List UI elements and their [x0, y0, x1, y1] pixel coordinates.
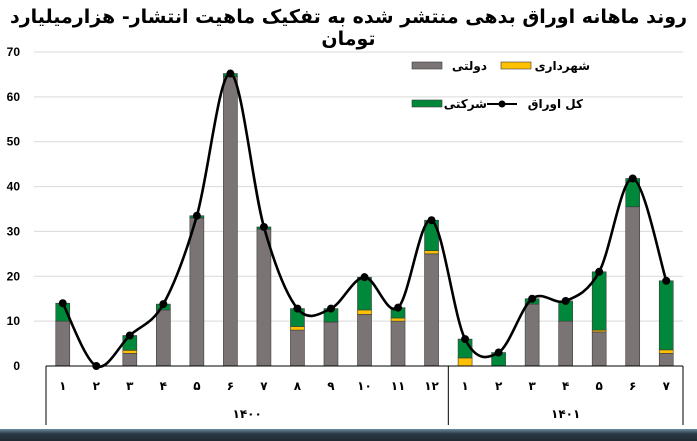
total-line-marker — [360, 273, 369, 282]
window-bottom-bar — [0, 429, 697, 441]
bar-segment-municipal — [357, 309, 372, 315]
bar-segment-municipal — [122, 349, 138, 354]
total-line-marker — [58, 299, 67, 308]
x-tick-label: ۲ — [93, 379, 101, 393]
bar-segment-government — [323, 321, 339, 367]
chart-title: روند ماهانه اوراق بدهی منتشر شده به تفکی… — [9, 6, 688, 50]
bar-segment-government — [55, 320, 71, 367]
legend: شهرداری دولتی کل اوراق شرکتی — [411, 59, 590, 112]
bar-segment-government — [558, 320, 573, 367]
bar-segment-government — [524, 303, 540, 367]
x-tick-label: ۶ — [227, 379, 234, 393]
bar-segment-government — [256, 228, 272, 367]
y-tick-label: 30 — [7, 224, 21, 238]
x-tick-label: ۹ — [327, 379, 335, 393]
y-tick-label: 60 — [7, 90, 21, 104]
bar-segment-government — [223, 76, 238, 367]
x-tick-label: ۴ — [160, 379, 167, 393]
total-line-marker — [528, 294, 537, 303]
bar-segment-government — [290, 329, 305, 367]
x-tick-label: ۵ — [193, 379, 200, 393]
total-line-marker — [427, 216, 436, 225]
bar-segment-municipal — [457, 357, 473, 367]
bar-segment-municipal — [424, 250, 439, 255]
legend-label-corporate: شرکتی — [444, 97, 487, 111]
bar-segment-corporate — [658, 280, 674, 351]
x-tick-label: ۱۲ — [424, 379, 439, 393]
total-line-marker — [159, 300, 168, 309]
legend-swatch-corporate — [411, 99, 443, 108]
total-line-marker — [628, 174, 637, 183]
x-tick-label: ۵ — [596, 379, 603, 393]
y-tick-label: 70 — [7, 45, 21, 59]
total-line-marker — [326, 304, 335, 313]
x-tick-label: ۸ — [294, 379, 302, 393]
bar-segment-government — [390, 320, 406, 367]
x-tick-label: ۱ — [461, 379, 468, 393]
bar-segment-municipal — [290, 326, 305, 331]
total-line-marker — [595, 267, 604, 276]
bar-segment-government — [357, 314, 372, 367]
x-tick-label: ۷ — [663, 379, 671, 393]
total-line-marker — [394, 303, 403, 312]
bar-segment-government — [591, 331, 607, 367]
x-group-label: ۱۴۰۱ — [551, 407, 580, 421]
x-tick-label: ۱ — [59, 379, 66, 393]
x-tick-label: ۴ — [562, 379, 569, 393]
bar-segment-municipal — [658, 349, 674, 354]
legend-swatch-government — [411, 61, 443, 70]
legend-label-municipal: شهرداری — [535, 59, 590, 73]
legend-label-government: دولتی — [452, 59, 487, 74]
legend-swatch-municipal — [500, 61, 532, 70]
bar-segment-government — [156, 309, 171, 367]
total-line-marker — [125, 331, 134, 340]
x-tick-label: ۳ — [126, 379, 134, 393]
total-line-marker — [226, 69, 235, 78]
bar-segment-government — [625, 206, 641, 367]
total-line-marker — [192, 211, 201, 220]
x-tick-label: ۱۰ — [357, 379, 372, 393]
bar-segment-government — [658, 353, 674, 367]
total-line-marker — [561, 296, 570, 305]
x-tick-label: ۷ — [260, 379, 268, 393]
x-tick-label: ۶ — [629, 379, 636, 393]
bar-segment-government — [189, 217, 205, 367]
y-tick-label: 0 — [13, 359, 20, 373]
y-tick-label: 10 — [7, 314, 21, 328]
total-line-marker — [662, 276, 671, 285]
total-line — [58, 69, 671, 370]
bar-segment-corporate — [357, 276, 372, 311]
x-tick-label: ۲ — [495, 379, 503, 393]
bar-segment-government — [122, 353, 138, 367]
y-tick-label: 50 — [7, 135, 21, 149]
y-axis: 0 10 20 30 40 50 60 70 — [7, 45, 21, 373]
total-line-marker — [461, 335, 470, 344]
total-line-marker — [494, 348, 503, 357]
x-group-label: ۱۴۰۰ — [233, 407, 262, 421]
total-line-marker — [293, 304, 302, 313]
bar-segment-municipal — [390, 317, 406, 322]
bars — [55, 73, 674, 367]
x-tick-label: ۱۱ — [391, 379, 406, 393]
legend-label-total: کل اوراق — [528, 97, 583, 112]
gridlines — [34, 51, 683, 322]
bar-segment-government — [424, 253, 439, 367]
x-tick-label: ۳ — [528, 379, 536, 393]
y-tick-label: 40 — [7, 180, 21, 194]
y-tick-label: 20 — [7, 269, 21, 283]
total-line-marker — [259, 222, 268, 231]
